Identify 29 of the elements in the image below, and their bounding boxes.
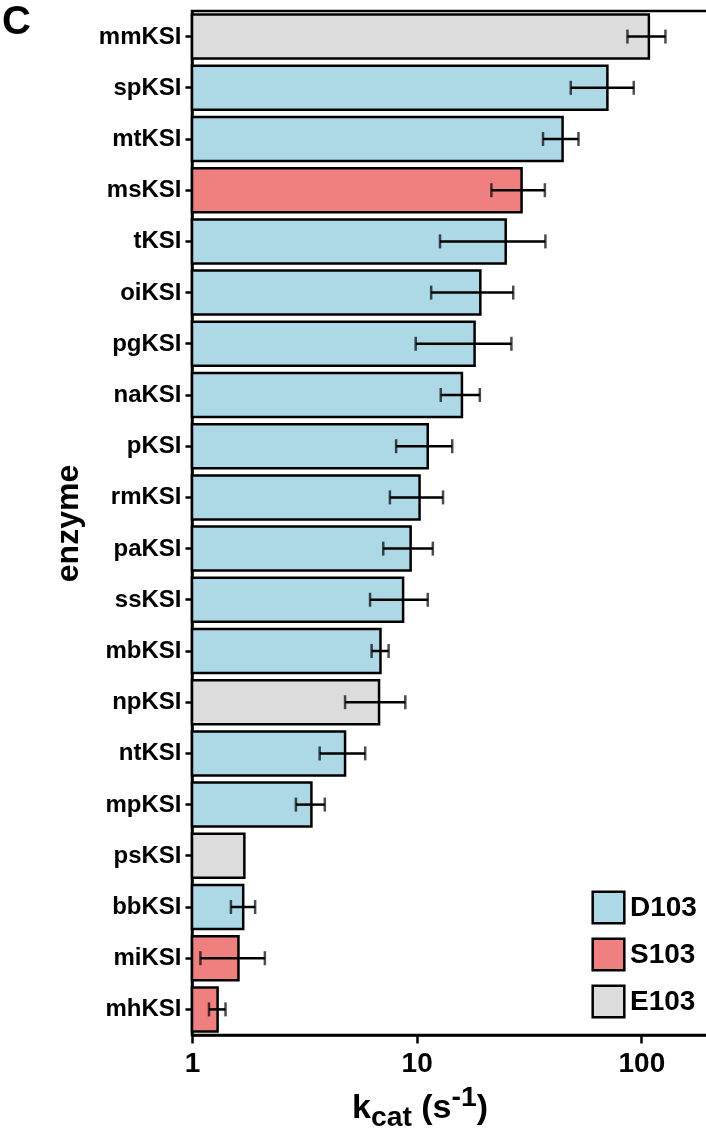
legend-label: D103 [630, 890, 697, 922]
y-tick-label: mtKSI [112, 124, 182, 151]
y-tick-label: psKSI [113, 840, 182, 868]
y-tick-label: miKSI [113, 943, 182, 971]
y-tick-label: ntKSI [118, 738, 182, 766]
x-axis-title: k$_{cat}$ (s$^{-1}$) [350, 1080, 490, 1134]
y-tick-label: tKSI [133, 226, 182, 254]
x-tick-label: 10 [401, 1046, 433, 1078]
y-tick-label: mmKSI [98, 21, 182, 49]
y-tick-label: npKSI [112, 687, 182, 715]
y-tick-label: paKSI [113, 533, 182, 561]
y-tick-label: oiKSI [120, 277, 182, 305]
x-tick-label: 1 [184, 1046, 201, 1078]
y-tick-label: naKSI [113, 380, 182, 407]
y-axis-title: enzyme [48, 464, 85, 583]
y-tick-label: mpKSI [105, 789, 182, 817]
y-tick-label: pgKSI [112, 328, 182, 356]
y-tick-label: ssKSI [114, 584, 182, 612]
y-tick-label: pKSI [126, 431, 182, 459]
legend-label: E103 [630, 984, 696, 1016]
y-tick-label: spKSI [113, 72, 182, 100]
legend-label: S103 [630, 937, 696, 969]
y-tick-label: mbKSI [105, 636, 182, 663]
x-tick-label: 100 [618, 1046, 666, 1078]
text: C [2, 0, 31, 42]
y-tick-label: msKSI [106, 175, 182, 203]
y-tick-label: bbKSI [112, 892, 182, 919]
y-tick-label: rmKSI [110, 482, 182, 510]
y-tick-label: mhKSI [105, 994, 182, 1022]
